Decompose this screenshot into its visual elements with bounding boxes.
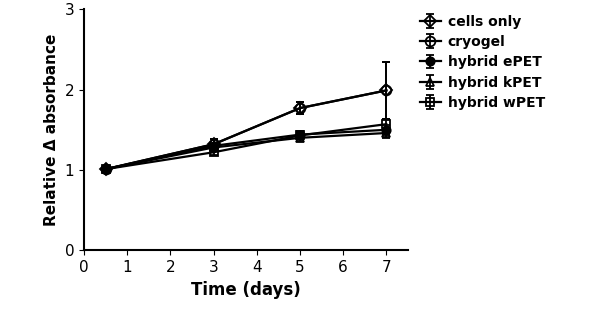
Y-axis label: Relative Δ absorbance: Relative Δ absorbance — [44, 34, 59, 226]
X-axis label: Time (days): Time (days) — [191, 281, 301, 298]
Legend: cells only, cryogel, hybrid ePET, hybrid kPET, hybrid wPET: cells only, cryogel, hybrid ePET, hybrid… — [415, 9, 551, 115]
